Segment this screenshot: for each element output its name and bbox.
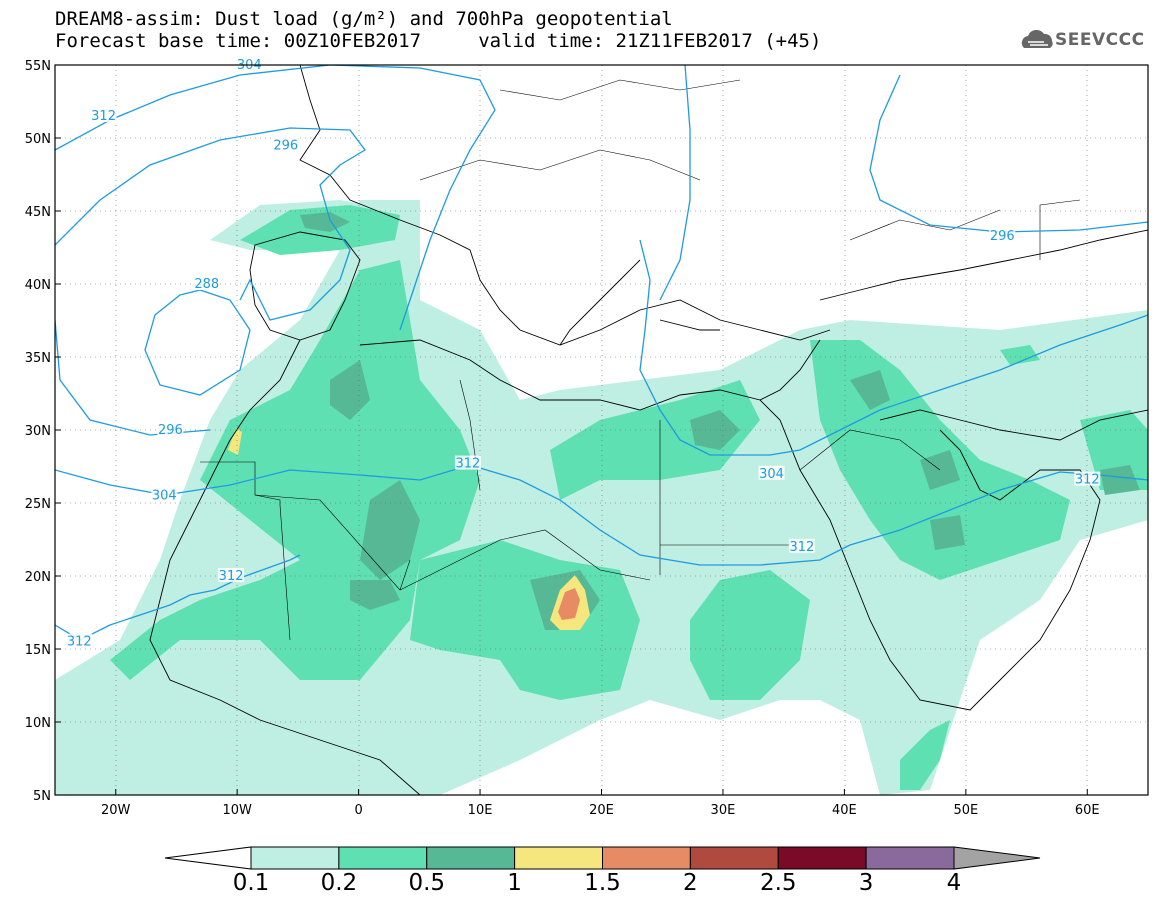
contour-label: 296 xyxy=(273,138,298,153)
colorbar xyxy=(164,846,1041,870)
forecast-time-line: Forecast base time: 00Z10FEB2017 valid t… xyxy=(55,30,822,52)
contour-label-bg xyxy=(272,137,299,152)
lon-label: 60E xyxy=(1075,803,1100,818)
contour-label-bg xyxy=(788,538,815,553)
borders xyxy=(200,79,1081,641)
colorbar-label: 2.5 xyxy=(759,870,797,896)
contour-label: 312 xyxy=(67,635,92,650)
lon-label: 20W xyxy=(101,803,131,818)
lat-label: 40N xyxy=(25,278,51,293)
contour-label: 312 xyxy=(219,569,244,584)
colorbar-label: 4 xyxy=(946,870,962,896)
lon-label: 10E xyxy=(468,803,493,818)
lon-label: 30E xyxy=(711,803,736,818)
lat-label: 25N xyxy=(25,497,51,512)
lat-label: 5N xyxy=(33,789,51,804)
colorbar-label: 2 xyxy=(683,870,698,896)
lon-label: 50E xyxy=(953,803,978,818)
longitude-labels: 20W 10W 0 10E 20E 30E 40E 50E 60E xyxy=(101,789,1100,818)
contour-label: 312 xyxy=(1075,473,1100,488)
contour-label: 296 xyxy=(158,423,183,438)
contour-label-bg xyxy=(218,568,245,582)
lat-label: 50N xyxy=(25,132,51,147)
colorbar-label: 0.1 xyxy=(232,870,270,896)
colorbar-label: 0.2 xyxy=(320,870,358,896)
lat-label: 35N xyxy=(25,351,51,366)
contour-label-bg xyxy=(454,455,481,470)
logo-text: SEEVCCC xyxy=(1055,30,1145,50)
contour-label: 296 xyxy=(990,229,1015,244)
lon-label: 20E xyxy=(589,803,614,818)
contour-label-bg xyxy=(1074,471,1101,486)
contour-label-bg xyxy=(193,276,220,290)
latitude-labels: 55N 50N 45N 40N 35N 30N 25N 20N 15N 10N 5N xyxy=(25,59,61,804)
dust-fields xyxy=(55,200,1148,795)
lon-label: 0 xyxy=(354,803,362,818)
lon-label: 40E xyxy=(832,803,857,818)
colorbar-label: 1.5 xyxy=(584,870,621,896)
colorbar-label: 0.5 xyxy=(408,870,446,896)
coastlines xyxy=(149,65,1148,795)
lat-label: 10N xyxy=(25,716,51,731)
colorbar-segment xyxy=(865,846,955,870)
cloud-logo-icon xyxy=(1021,29,1053,48)
colorbar-label: 1 xyxy=(507,870,522,896)
lat-label: 55N xyxy=(25,59,51,74)
contour-label: 288 xyxy=(194,277,219,292)
colorbar-segment xyxy=(602,846,691,870)
colorbar-low-arrow xyxy=(164,846,252,870)
contour-label: 312 xyxy=(91,109,116,124)
lat-label: 30N xyxy=(25,424,51,439)
lat-label: 45N xyxy=(25,205,51,220)
contour-label-bg xyxy=(151,487,178,502)
contour-label-bg xyxy=(758,465,785,480)
colorbar-segment xyxy=(250,846,340,870)
colorbar-label: 3 xyxy=(858,870,874,896)
contour-label-bg xyxy=(236,57,263,71)
contour-label: 312 xyxy=(455,457,480,472)
colorbar-segment xyxy=(338,846,428,870)
contour-label: 304 xyxy=(152,489,177,504)
colorbar-high-arrow xyxy=(953,846,1041,870)
contour-label: 304 xyxy=(759,467,784,482)
contour-label-bg xyxy=(157,422,184,436)
contour-label: 312 xyxy=(789,540,814,555)
map-title: DREAM8-assim: Dust load (g/m²) and 700hP… xyxy=(55,8,673,30)
contour-label-bg xyxy=(989,227,1016,242)
colorbar-segment xyxy=(777,846,867,870)
colorbar-segment xyxy=(426,846,516,870)
lon-label: 10W xyxy=(222,803,252,818)
colorbar-segment xyxy=(514,846,603,870)
lat-label: 15N xyxy=(25,643,51,658)
lat-label: 20N xyxy=(25,570,51,585)
contour-label-bg xyxy=(66,633,93,648)
colorbar-segment xyxy=(689,846,779,870)
contour-label-bg xyxy=(90,108,117,123)
